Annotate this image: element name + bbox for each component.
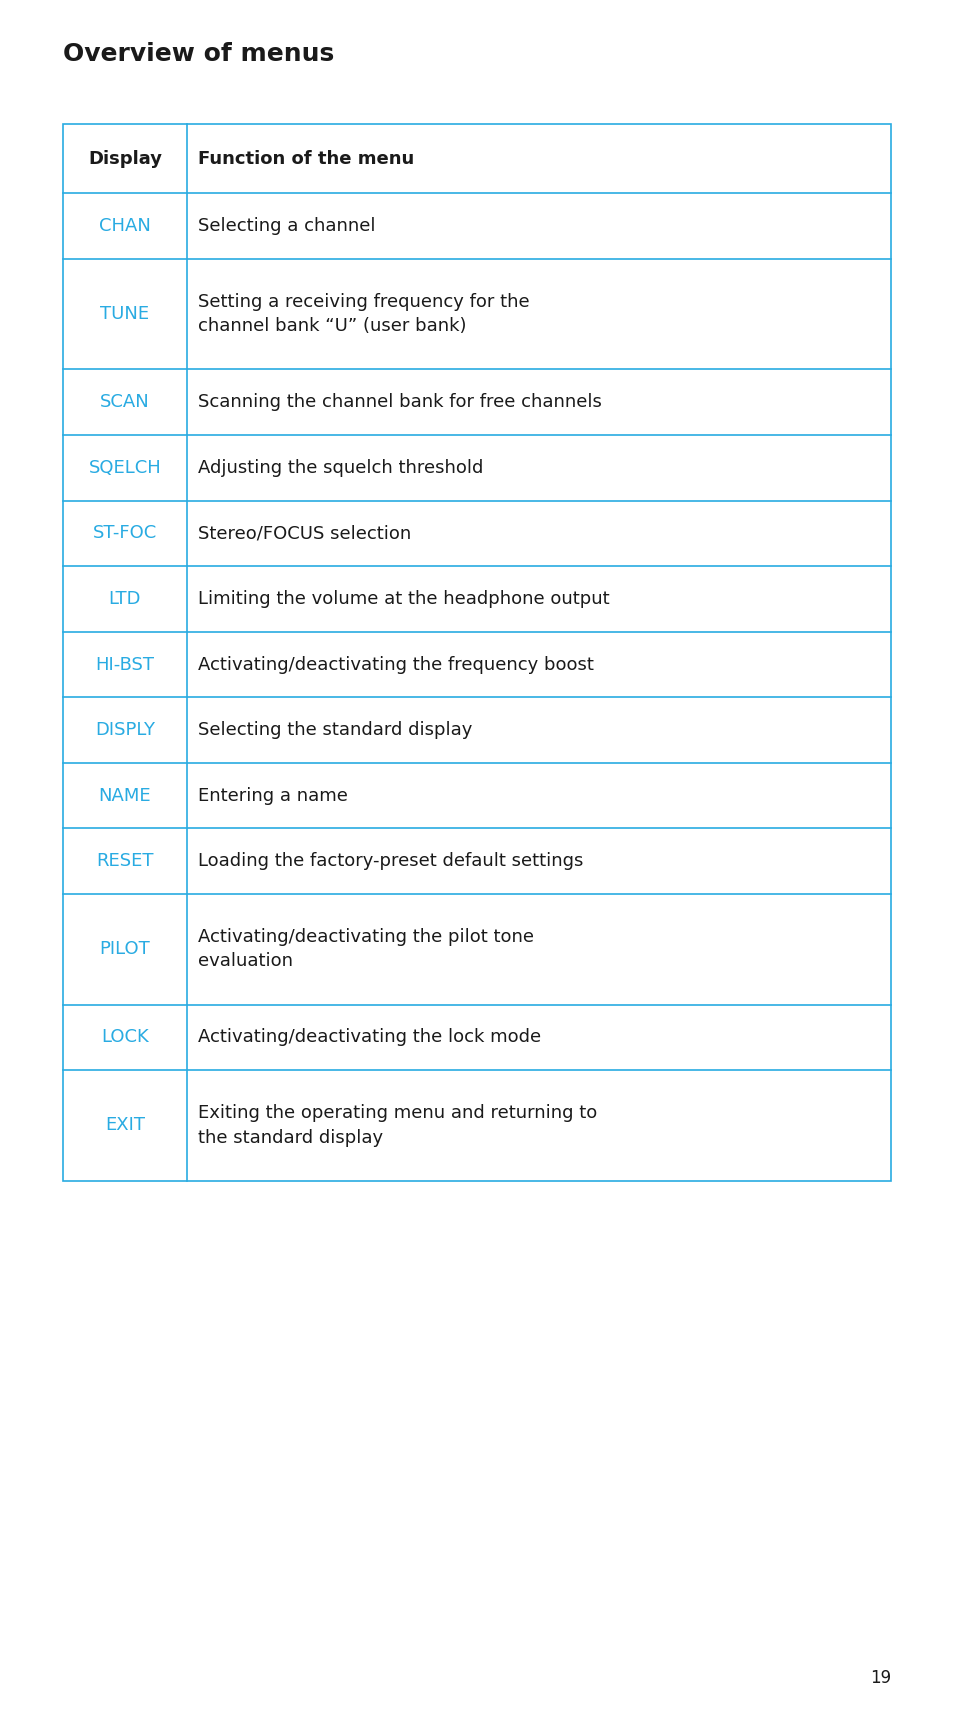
Text: TUNE: TUNE bbox=[100, 306, 150, 323]
Text: EXIT: EXIT bbox=[105, 1117, 145, 1134]
Text: SQELCH: SQELCH bbox=[89, 459, 161, 476]
Text: Exiting the operating menu and returning to
the standard display: Exiting the operating menu and returning… bbox=[198, 1105, 598, 1146]
Text: Loading the factory-preset default settings: Loading the factory-preset default setti… bbox=[198, 853, 583, 870]
Text: NAME: NAME bbox=[98, 787, 152, 804]
Text: ST-FOC: ST-FOC bbox=[92, 525, 157, 542]
Text: CHAN: CHAN bbox=[99, 217, 151, 235]
Text: Display: Display bbox=[88, 150, 162, 167]
Text: Limiting the volume at the headphone output: Limiting the volume at the headphone out… bbox=[198, 590, 609, 608]
Text: LOCK: LOCK bbox=[101, 1029, 149, 1046]
Text: RESET: RESET bbox=[96, 853, 153, 870]
Text: SCAN: SCAN bbox=[100, 394, 150, 411]
Text: Activating/deactivating the pilot tone
evaluation: Activating/deactivating the pilot tone e… bbox=[198, 929, 534, 970]
Text: Entering a name: Entering a name bbox=[198, 787, 348, 804]
Text: Adjusting the squelch threshold: Adjusting the squelch threshold bbox=[198, 459, 483, 476]
Text: Activating/deactivating the frequency boost: Activating/deactivating the frequency bo… bbox=[198, 656, 594, 673]
Text: PILOT: PILOT bbox=[99, 941, 151, 958]
Bar bbox=[63, 124, 890, 1181]
Text: Scanning the channel bank for free channels: Scanning the channel bank for free chann… bbox=[198, 394, 601, 411]
Text: Stereo/FOCUS selection: Stereo/FOCUS selection bbox=[198, 525, 412, 542]
Text: Function of the menu: Function of the menu bbox=[198, 150, 415, 167]
Text: 19: 19 bbox=[869, 1669, 890, 1686]
Text: Overview of menus: Overview of menus bbox=[63, 41, 334, 66]
Text: Selecting a channel: Selecting a channel bbox=[198, 217, 375, 235]
Text: Selecting the standard display: Selecting the standard display bbox=[198, 721, 473, 739]
Text: DISPLY: DISPLY bbox=[95, 721, 154, 739]
Text: LTD: LTD bbox=[109, 590, 141, 608]
Text: Setting a receiving frequency for the
channel bank “U” (user bank): Setting a receiving frequency for the ch… bbox=[198, 293, 530, 335]
Text: HI-BST: HI-BST bbox=[95, 656, 154, 673]
Text: Activating/deactivating the lock mode: Activating/deactivating the lock mode bbox=[198, 1029, 541, 1046]
